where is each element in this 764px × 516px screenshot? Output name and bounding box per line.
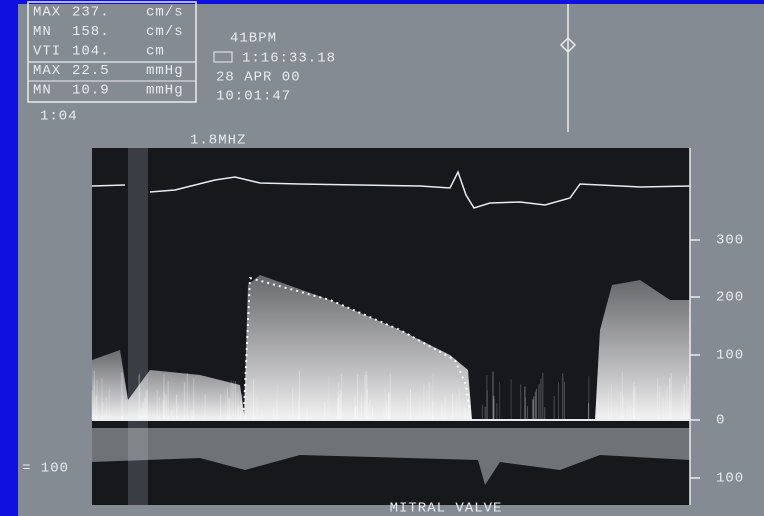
- scale-label: 300: [716, 233, 744, 249]
- measure-label: MN: [33, 24, 52, 40]
- page: MAX 237. cm/s MN 158. cm/s VTI 104. cm MAX 22.5 mmH…: [0, 0, 764, 516]
- timer: 1:16:33.18: [242, 51, 336, 67]
- measure-value: 22.5: [72, 63, 110, 79]
- scale-label: 100: [716, 348, 744, 364]
- measure-label: MAX: [33, 63, 61, 79]
- heart-rate: 41BPM: [230, 31, 277, 47]
- measure-value: 158.: [72, 24, 110, 40]
- measure-label: MAX: [33, 5, 61, 21]
- spectrum-a-wave: [595, 280, 690, 420]
- scale-label: 100: [716, 471, 744, 487]
- frequency: 1.8MHZ: [190, 133, 246, 149]
- measure-unit: cm/s: [146, 24, 184, 40]
- measure-value: 237.: [72, 5, 110, 21]
- measure-unit: cm: [146, 44, 165, 60]
- measure-value: 104.: [72, 44, 110, 60]
- scale-label: 200: [716, 290, 744, 306]
- footer-label: MITRAL VALVE: [390, 501, 503, 516]
- measure-label: VTI: [33, 44, 61, 60]
- scale-label: 0: [716, 413, 725, 429]
- ultrasound-screen: MAX 237. cm/s MN 158. cm/s VTI 104. cm MAX 22.5 mmH…: [0, 0, 764, 516]
- left-scale-label: = 100: [22, 461, 69, 477]
- time-left: 1:04: [40, 109, 78, 125]
- measure-value: 10.9: [72, 83, 110, 99]
- measure-label: MN: [33, 83, 52, 99]
- measure-unit: cm/s: [146, 5, 184, 21]
- measure-unit: mmHg: [146, 83, 184, 99]
- measure-unit: mmHg: [146, 63, 184, 79]
- date: 28 APR 00: [216, 70, 301, 86]
- clock: 10:01:47: [216, 89, 291, 105]
